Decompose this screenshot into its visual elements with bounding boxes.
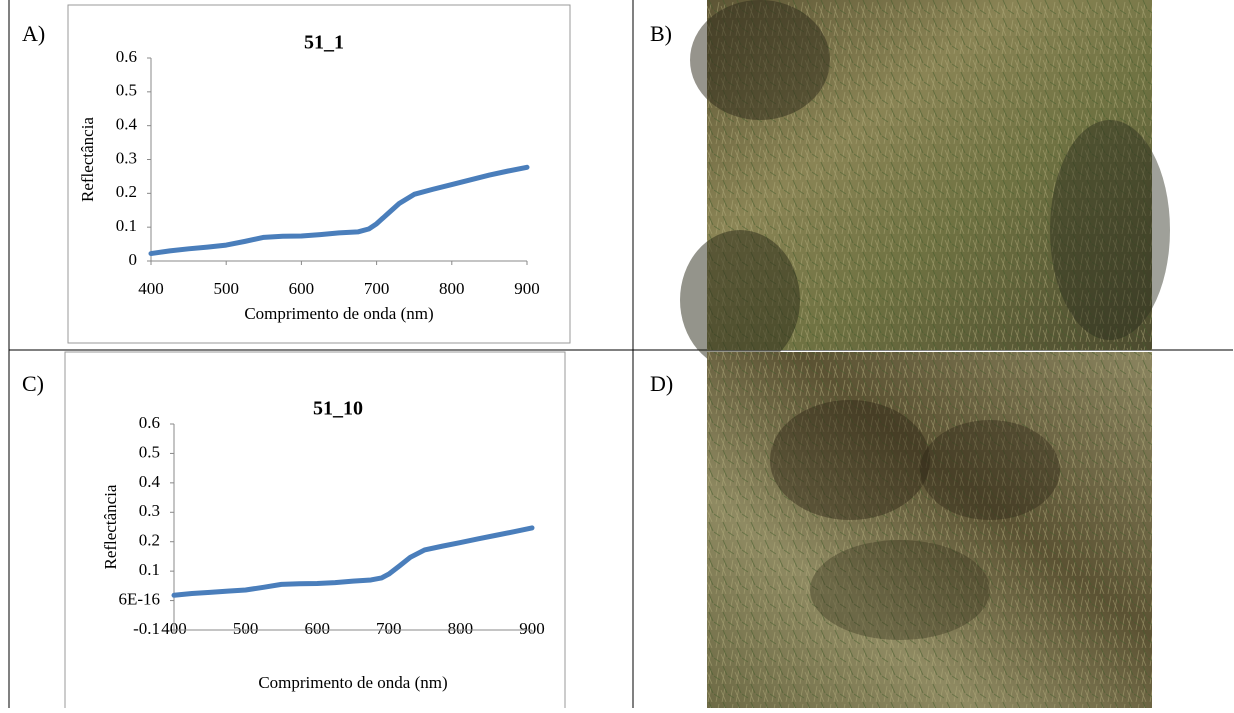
- x-tick-label: 700: [364, 279, 390, 298]
- x-tick-label: 900: [519, 619, 545, 638]
- photo: [707, 352, 1152, 708]
- y-tick-label: -0.1: [133, 619, 160, 638]
- x-tick-label: 500: [233, 619, 259, 638]
- x-tick-label: 800: [439, 279, 465, 298]
- y-tick-label: 0.3: [139, 501, 160, 520]
- y-tick-label: 0.3: [116, 148, 137, 167]
- y-tick-label: 0.2: [139, 531, 160, 550]
- y-tick-label: 0.2: [116, 182, 137, 201]
- x-tick-label: 400: [138, 279, 164, 298]
- data-line: [148, 164, 530, 257]
- y-tick-label: 0.6: [139, 413, 160, 432]
- y-axis-label: Reflectância: [101, 484, 120, 569]
- y-tick-label: 0.4: [139, 472, 161, 491]
- x-tick-label: 700: [376, 619, 402, 638]
- panel-label: C): [22, 371, 44, 396]
- x-tick-label: 600: [304, 619, 330, 638]
- panel-label: B): [650, 21, 672, 46]
- data-line: [171, 525, 535, 598]
- x-axis-label: Comprimento de onda (nm): [258, 673, 447, 692]
- y-tick-label: 0.1: [116, 216, 137, 235]
- x-tick-label: 900: [514, 279, 540, 298]
- y-tick-label: 0.5: [116, 81, 137, 100]
- x-tick-label: 800: [448, 619, 474, 638]
- y-tick-label: 0.5: [139, 442, 160, 461]
- x-tick-label: 500: [213, 279, 239, 298]
- x-axis-label: Comprimento de onda (nm): [244, 304, 433, 323]
- panel-label: D): [650, 371, 673, 396]
- y-tick-label: 0.6: [116, 47, 137, 66]
- panel-label: A): [22, 21, 45, 46]
- photo: [680, 0, 1170, 370]
- y-tick-label: 0.4: [116, 115, 138, 134]
- y-tick-label: 0.1: [139, 560, 160, 579]
- y-tick-label: 0: [129, 250, 138, 269]
- chart-frame: [67, 4, 571, 344]
- y-tick-label: 6E-16: [118, 589, 160, 608]
- y-axis-label: Reflectância: [78, 117, 97, 202]
- x-tick-label: 600: [289, 279, 315, 298]
- chart-title: 51_1: [304, 32, 344, 54]
- chart-title: 51_10: [313, 398, 363, 420]
